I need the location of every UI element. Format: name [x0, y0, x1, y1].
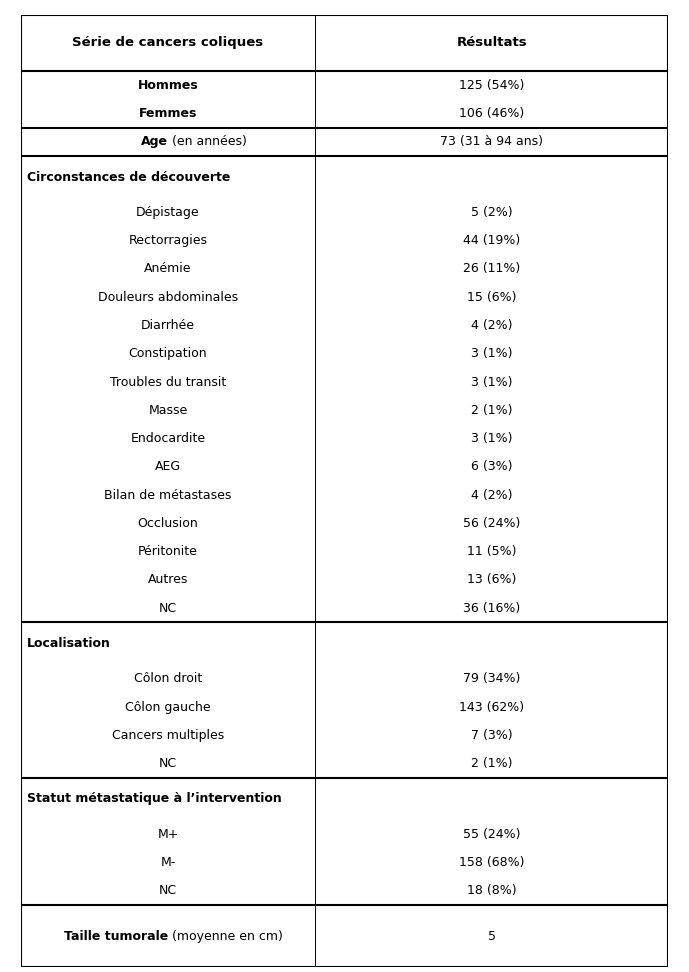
Text: 73 (31 à 94 ans): 73 (31 à 94 ans): [440, 135, 544, 149]
Text: 2 (1%): 2 (1%): [471, 757, 513, 770]
Text: 44 (19%): 44 (19%): [463, 234, 520, 247]
Text: 36 (16%): 36 (16%): [463, 602, 520, 614]
Text: 106 (46%): 106 (46%): [459, 107, 524, 120]
Text: NC: NC: [159, 602, 177, 614]
Text: 13 (6%): 13 (6%): [467, 573, 517, 586]
Text: AEG: AEG: [155, 461, 181, 473]
Text: Anémie: Anémie: [144, 262, 192, 275]
Text: 7 (3%): 7 (3%): [471, 729, 513, 742]
Text: 3 (1%): 3 (1%): [471, 347, 513, 361]
Text: M+: M+: [157, 828, 178, 841]
Text: 79 (34%): 79 (34%): [463, 673, 520, 685]
Text: Femmes: Femmes: [138, 107, 197, 120]
Text: Cancers multiples: Cancers multiples: [112, 729, 224, 742]
Text: 158 (68%): 158 (68%): [459, 856, 524, 869]
Text: Localisation: Localisation: [27, 637, 111, 650]
Text: Douleurs abdominales: Douleurs abdominales: [98, 291, 238, 303]
Text: Côlon gauche: Côlon gauche: [125, 701, 211, 713]
Text: Troubles du transit: Troubles du transit: [110, 375, 226, 389]
Text: (moyenne en cm): (moyenne en cm): [168, 929, 283, 943]
Text: Péritonite: Péritonite: [138, 545, 198, 558]
Text: Résultats: Résultats: [457, 36, 527, 50]
Text: 5: 5: [488, 929, 496, 943]
Text: 15 (6%): 15 (6%): [467, 291, 517, 303]
Text: Constipation: Constipation: [129, 347, 207, 361]
Text: 3 (1%): 3 (1%): [471, 375, 513, 389]
Text: 6 (3%): 6 (3%): [471, 461, 513, 473]
Text: Occlusion: Occlusion: [138, 517, 198, 530]
Text: 125 (54%): 125 (54%): [459, 79, 524, 91]
Text: 4 (2%): 4 (2%): [471, 319, 513, 332]
Text: 55 (24%): 55 (24%): [463, 828, 521, 841]
Text: Diarrhée: Diarrhée: [141, 319, 195, 332]
Text: Hommes: Hommes: [138, 79, 198, 91]
Text: Statut métastatique à l’intervention: Statut métastatique à l’intervention: [27, 792, 282, 806]
Text: 2 (1%): 2 (1%): [471, 403, 513, 417]
Text: 143 (62%): 143 (62%): [460, 701, 524, 713]
Text: Côlon droit: Côlon droit: [134, 673, 202, 685]
Text: Endocardite: Endocardite: [130, 433, 205, 445]
Text: Taille tumorale: Taille tumorale: [64, 929, 168, 943]
Text: 5 (2%): 5 (2%): [471, 206, 513, 219]
Text: 11 (5%): 11 (5%): [467, 545, 517, 558]
Text: Série de cancers coliques: Série de cancers coliques: [72, 36, 264, 50]
Text: Autres: Autres: [148, 573, 188, 586]
Text: Masse: Masse: [148, 403, 187, 417]
Text: M-: M-: [161, 856, 176, 869]
Text: Dépistage: Dépistage: [136, 206, 200, 219]
Text: NC: NC: [159, 885, 177, 897]
Text: 18 (8%): 18 (8%): [467, 885, 517, 897]
Text: 56 (24%): 56 (24%): [463, 517, 520, 530]
Text: 4 (2%): 4 (2%): [471, 489, 513, 502]
Text: Bilan de métastases: Bilan de métastases: [104, 489, 232, 502]
Text: (en années): (en années): [168, 135, 247, 149]
Text: 3 (1%): 3 (1%): [471, 433, 513, 445]
Text: 26 (11%): 26 (11%): [463, 262, 520, 275]
Text: Rectorragies: Rectorragies: [129, 234, 207, 247]
Text: Circonstances de découverte: Circonstances de découverte: [27, 171, 231, 184]
Text: Age: Age: [141, 135, 168, 149]
Text: NC: NC: [159, 757, 177, 770]
